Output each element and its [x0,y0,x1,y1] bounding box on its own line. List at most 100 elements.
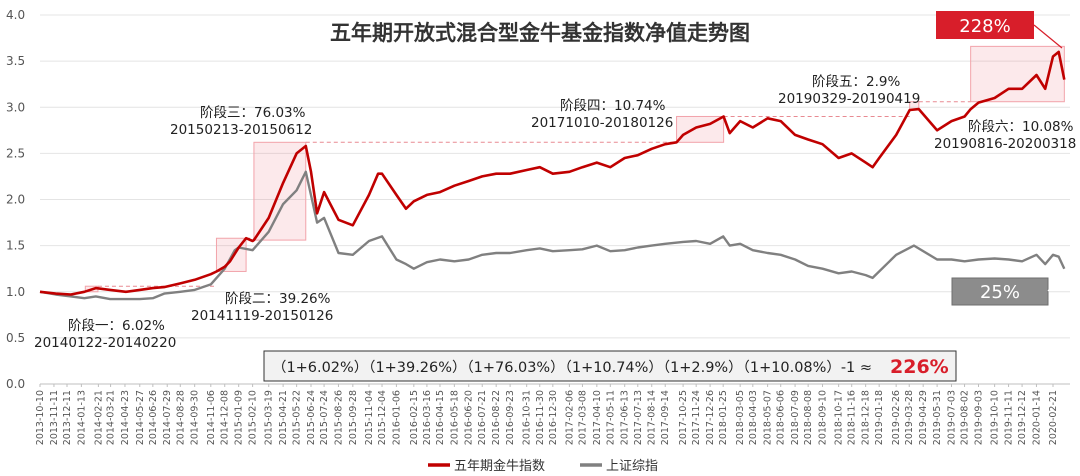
x-tick-label: 2018-01-25 [718,390,729,445]
fund-return-box [936,11,1034,39]
x-tick-label: 2013-11-11 [49,390,60,445]
x-tick-label: 2019-04-29 [918,390,929,445]
x-tick-label: 2016-06-20 [464,390,475,445]
x-tick-label: 2017-04-10 [592,390,603,445]
y-tick-label: 1.5 [6,239,25,253]
x-tick-label: 2014-06-26 [148,390,159,445]
x-tick-label: 2013-12-11 [62,390,73,445]
formula-box [263,350,957,382]
formula-text: （1+6.02%）（1+39.26%）（1+76.03%）（1+10.74%）（… [272,360,872,376]
x-tick-label: 2016-11-30 [535,390,546,445]
stage-label: 阶段一：6.02% [68,318,165,334]
x-tick-label: 2014-04-23 [120,390,131,445]
stage-range: 20190816-20200318 [934,136,1076,152]
x-tick-label: 2017-11-24 [691,390,702,445]
stage-annotations: 阶段一：6.02%20140122-20140220 阶段二：39.26%2014… [34,74,1076,351]
x-tick-label: 2017-07-13 [633,390,644,445]
x-tick-label: 2014-09-30 [190,390,201,445]
y-tick-label: 0.5 [6,331,25,345]
x-tick-label: 2017-03-08 [577,390,588,445]
x-tick-label: 2016-01-06 [391,390,402,445]
legend-label-fund: 五年期金牛指数 [454,458,545,474]
x-tick-label: 2018-11-16 [847,390,858,445]
x-tick-label: 2017-09-14 [660,390,671,445]
x-tick-label: 2020-02-21 [1048,390,1059,445]
stage-range: 20141119-20150126 [191,308,333,324]
x-tick-label: 2018-05-07 [763,390,774,445]
x-tick-label: 2018-09-10 [818,390,829,445]
x-tick-label: 2017-12-26 [705,390,716,445]
x-tick-label: 2017-02-06 [564,390,575,445]
x-tick-label: 2019-07-03 [946,390,957,445]
fund-return-pointer [1033,24,1063,49]
legend: 五年期金牛指数 上证综指 [428,458,658,474]
x-tick-label: 2017-06-13 [620,390,631,445]
y-tick-label: 4.0 [6,8,25,22]
y-tick-label: 2.0 [6,193,25,207]
x-tick-label: 2019-12-12 [1017,390,1028,445]
x-tick-label: 2014-01-13 [76,390,87,445]
index-return-label: 25% [980,282,1020,303]
index-return-callout: 25% [951,269,1065,306]
x-tick-label: 2015-01-09 [234,390,245,445]
y-tick-label: 3.5 [6,54,25,68]
x-tick-label: 2015-03-19 [264,390,275,445]
x-tick-label: 2019-05-31 [932,390,943,445]
x-tick-label: 2015-05-22 [292,390,303,445]
fund-return-callout: 228% [936,11,1063,49]
x-tick-label: 2018-04-03 [748,390,759,445]
x-tick-label: 2019-08-02 [960,390,971,445]
fund-return-label: 228% [959,16,1010,37]
x-tick-label: 2017-05-11 [605,390,616,445]
x-tick-label: 2015-06-24 [306,390,317,445]
x-tick-label: 2018-03-05 [735,390,746,445]
x-tick-label: 2016-09-23 [505,390,516,445]
stage-range: 20171010-20180126 [531,115,673,131]
legend-item-index: 上证综指 [580,459,658,474]
x-tick-label: 2015-08-26 [333,390,344,445]
legend-item-fund: 五年期金牛指数 [428,458,545,474]
x-tick-label: 2014-11-06 [206,390,217,445]
stage-range: 20190329-20190419 [778,91,920,107]
y-tick-label: 2.5 [6,146,25,160]
stage-label: 阶段三：76.03% [200,105,306,121]
x-tick-label: 2016-07-21 [477,390,488,445]
x-tick-label: 2014-12-08 [220,390,231,445]
x-tick-label: 2016-04-15 [435,390,446,445]
x-tick-label: 2020-01-14 [1031,390,1042,445]
x-tick-label: 2016-08-22 [491,390,502,445]
x-tick-label: 2019-02-26 [891,390,902,445]
stage-box [970,45,1065,103]
grid-layer [40,14,1070,385]
formula-result: 226% [890,356,949,378]
x-tick-label: 2018-08-08 [803,390,814,445]
x-tick-label: 2017-10-25 [678,390,689,445]
stage-range: 20140122-20140220 [34,335,176,351]
stage-highlights [84,45,1065,293]
x-tick-label: 2014-02-21 [93,390,104,445]
series-layer [39,50,1066,301]
x-tick-label: 2018-06-06 [776,390,787,445]
x-tick-label: 2015-12-04 [377,390,388,445]
legend-label-index: 上证综指 [606,459,658,474]
x-tick-label: 2019-03-28 [904,390,915,445]
y-tick-label: 3.0 [6,100,25,114]
x-tick-label: 2014-05-27 [135,390,146,445]
stage-range: 20150213-20150612 [170,122,312,138]
index-return-box [951,277,1049,306]
x-tick-label: 2018-10-17 [834,390,845,445]
x-tick-label: 2019-01-18 [874,390,885,445]
x-tick-label: 2015-09-28 [348,390,359,445]
x-tick-label: 2018-12-18 [861,390,872,445]
x-tick-label: 2019-11-11 [1004,390,1015,445]
chart-title: 五年期开放式混合型金牛基金指数净值走势图 [330,21,750,45]
index-return-pointer [1047,269,1065,292]
y-tick-label: 0.0 [6,377,25,391]
x-tick-label: 2016-12-30 [548,390,559,445]
x-tick-label: 2019-10-10 [990,390,1001,445]
x-tick-label: 2015-02-10 [248,390,259,445]
x-tick-label: 2019-09-03 [974,390,985,445]
x-tick-label: 2014-03-21 [106,390,117,445]
